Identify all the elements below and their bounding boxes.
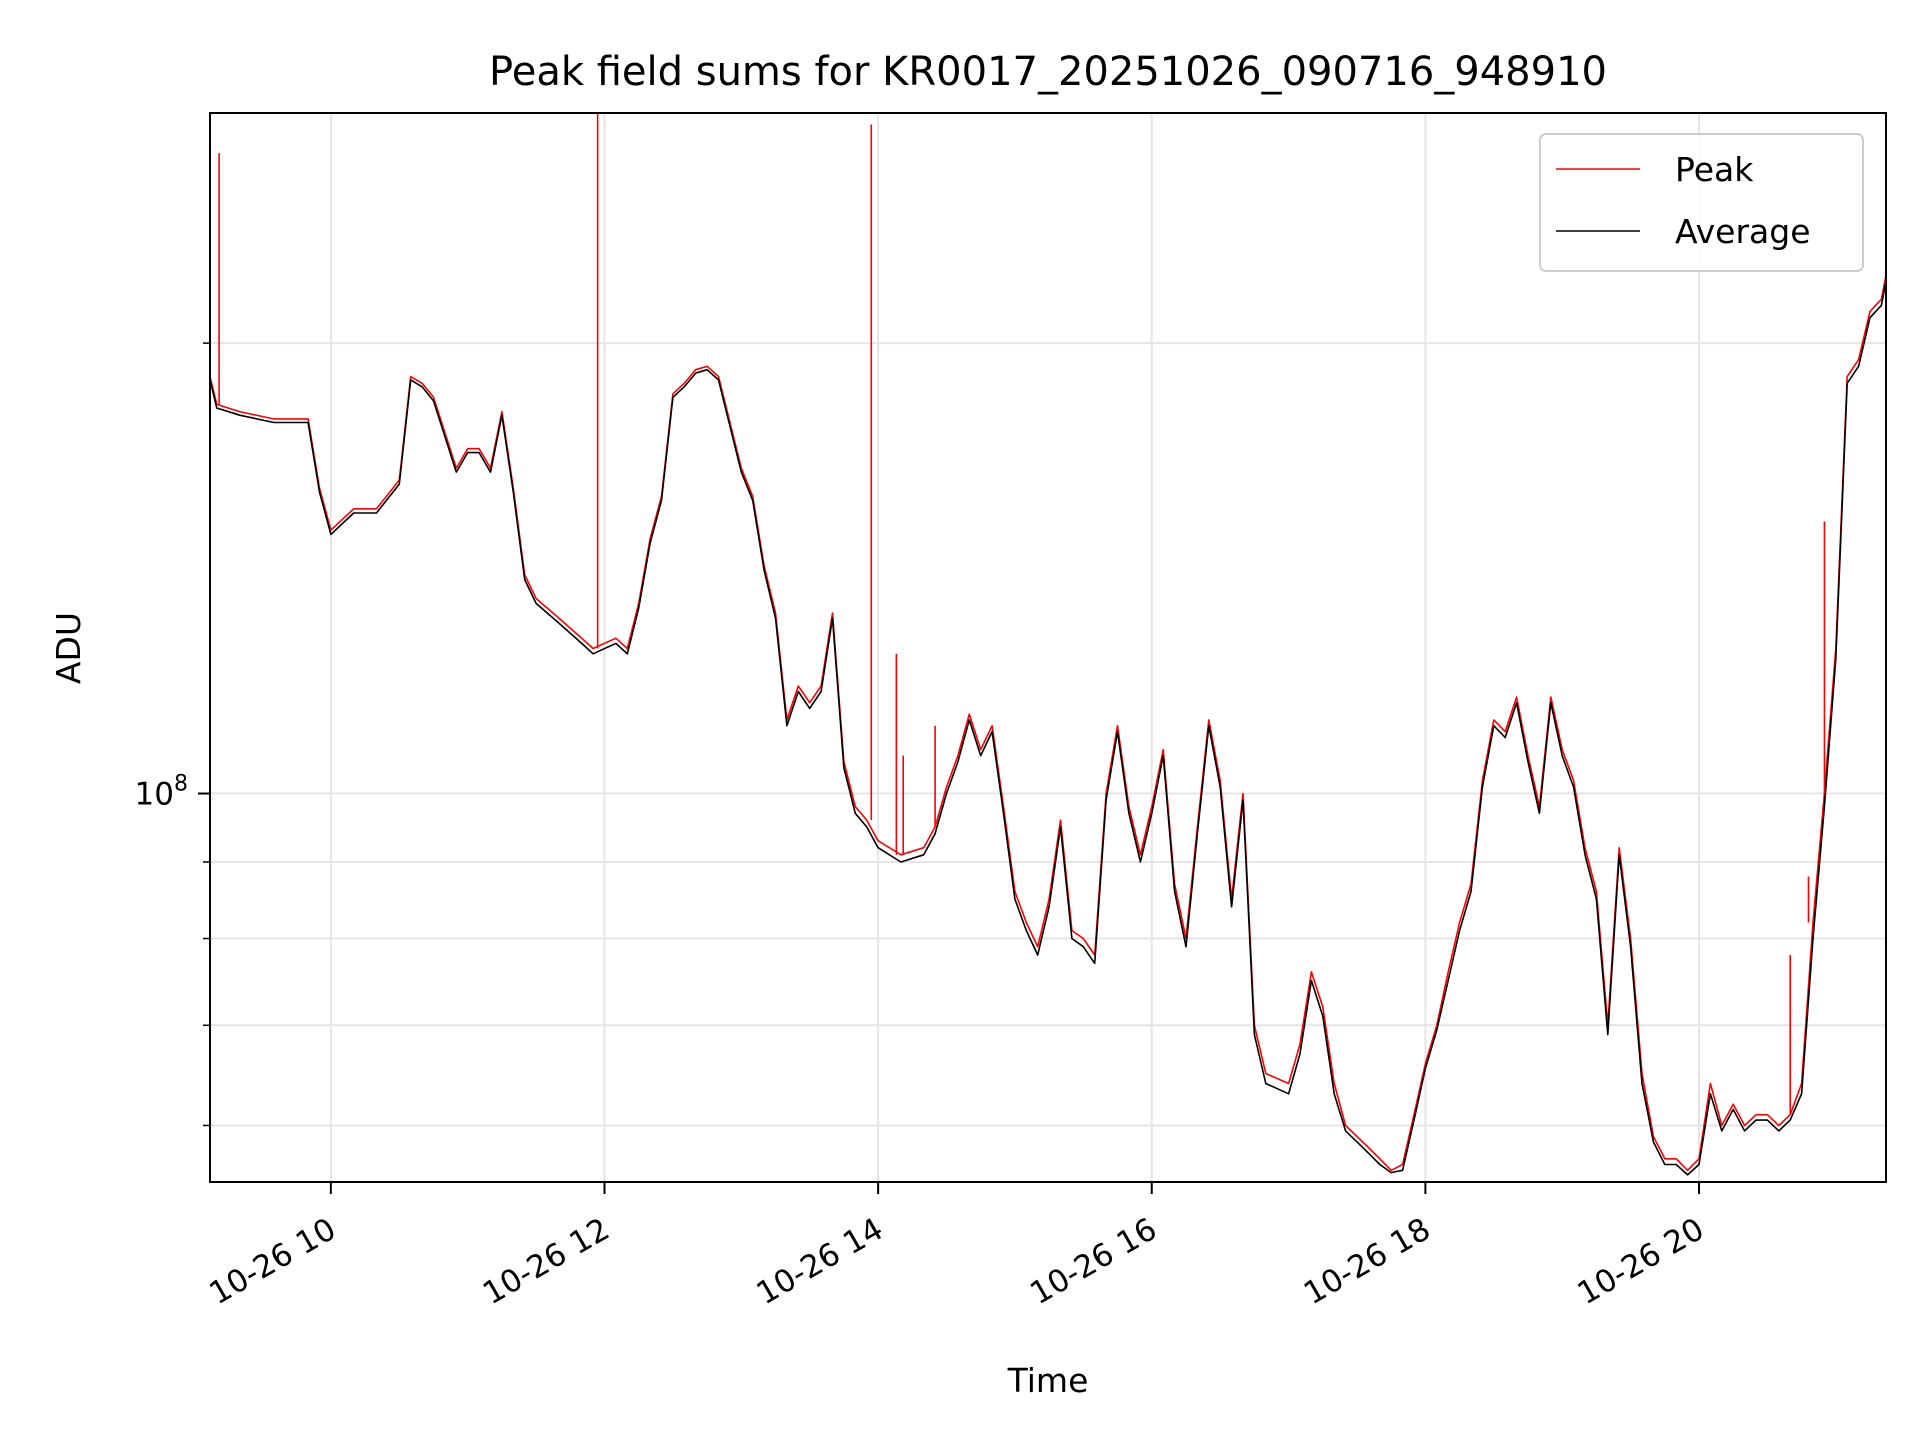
series-line-peak (209, 275, 1887, 1172)
legend-label-peak: Peak (1675, 150, 1754, 189)
legend: Peak Average (1539, 133, 1864, 272)
chart-title: Peak field sums for KR0017_20251026_0907… (489, 49, 1607, 95)
plot-area-frame (209, 112, 1887, 1183)
y-tick-label: 108 (135, 772, 188, 813)
series-line-average (209, 281, 1887, 1176)
x-axis-label: Time (1007, 1361, 1089, 1400)
grid-layer (210, 113, 1886, 1182)
series-layer (209, 113, 1887, 1176)
y-axis-label: ADU (49, 612, 88, 684)
legend-label-average: Average (1675, 212, 1811, 251)
